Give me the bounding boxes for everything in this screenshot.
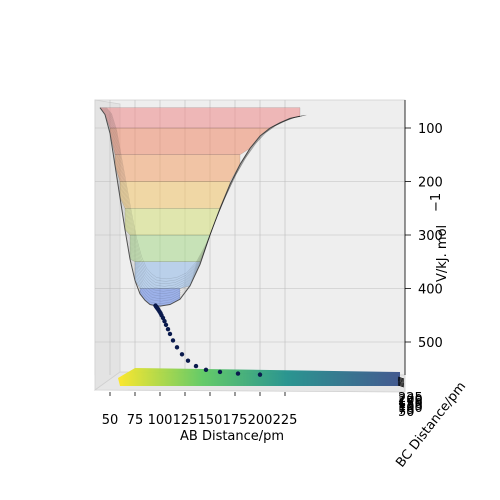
z-tick-label-2: 300: [418, 229, 443, 244]
surface-mesh-line-7: [104, 107, 305, 290]
z-tick-label-1: 200: [418, 176, 443, 191]
x-tick-label-3: 125: [173, 413, 198, 428]
y-tick-label-4: 150: [398, 397, 423, 412]
y-tick-mark-3: [397, 381, 405, 384]
z-ticks: 100 200 300 400 500: [405, 122, 443, 351]
y-tick-mark-4: [397, 380, 405, 383]
path-point-13: [170, 338, 176, 343]
surface-band-9: [99, 107, 301, 129]
y-tick-label-7: 225: [398, 391, 423, 406]
surface-mesh-line-3: [101, 107, 302, 299]
y-tick-mark-1: [397, 383, 405, 387]
surface-band-5: [124, 208, 221, 236]
x-axis-label: AB Distance/pm: [180, 429, 284, 444]
surface-mesh-line-5: [102, 107, 304, 295]
surface-mesh-line-10: [105, 107, 307, 282]
surface-mesh-line-9: [105, 107, 306, 285]
y-tick-mark-7: [397, 376, 405, 380]
surface-band-6: [119, 181, 231, 209]
y-tick-label-2: 100: [398, 401, 423, 416]
path-point-16: [185, 358, 191, 363]
surface-band-8: [109, 127, 271, 155]
x-tick-label-6: 200: [248, 413, 273, 428]
path-point-20: [235, 371, 241, 376]
surface-mesh-line-0: [99, 107, 301, 307]
y-tick-mark-0: [397, 384, 405, 388]
x-tick-label-4: 150: [198, 413, 223, 428]
z-tick-label-4: 500: [418, 336, 443, 351]
y-tick-label-0: 50: [398, 405, 415, 420]
x-tick-label-7: 225: [273, 413, 298, 428]
surface-mesh-line-6: [103, 107, 304, 292]
path-point-21: [257, 372, 263, 377]
surface-band-7: [114, 154, 241, 182]
path-point-14: [174, 345, 180, 350]
y-tick-label-5: 175: [398, 395, 423, 410]
surface-mesh-line-11: [106, 107, 307, 280]
z-tick-label-0: 100: [418, 122, 443, 137]
x-tick-label-5: 175: [223, 413, 248, 428]
x-tick-label-0: 50: [102, 413, 119, 428]
y-tick-mark-2: [397, 382, 405, 386]
path-point-11: [165, 326, 171, 332]
z-axis-label: V/kJ. mol: [435, 225, 450, 282]
surface-mesh-line-2: [100, 107, 302, 302]
path-point-9: [162, 318, 167, 324]
z-tick-label-3: 400: [418, 283, 443, 298]
z-axis-label-group: V/kJ. mol −1: [429, 193, 450, 282]
x-tick-label-2: 100: [148, 413, 173, 428]
surface-mesh-line-1: [100, 107, 301, 304]
z-axis-label-superscript: −1: [429, 193, 444, 212]
path-point-15: [179, 352, 185, 357]
y-tick-mark-6: [397, 377, 405, 381]
y-tick-label-3: 125: [398, 399, 423, 414]
reaction-path: [153, 303, 263, 377]
y-tick-label-6: 200: [398, 393, 423, 408]
x-ticks: 50 75 100 125 150 175 200 225: [102, 392, 298, 428]
y-tick-label-1: 75: [398, 403, 415, 418]
path-point-19: [217, 369, 223, 375]
floor-contour: [118, 368, 400, 386]
surface-front-edge: [99, 107, 301, 307]
path-point-10: [163, 322, 169, 328]
x-tick-label-1: 75: [127, 413, 144, 428]
surface-plot: [99, 107, 307, 307]
path-point-12: [167, 331, 173, 337]
surface-mesh-line-4: [102, 107, 303, 297]
floor-contour-fill: [118, 368, 400, 386]
surface-mesh-line-8: [104, 107, 305, 287]
path-point-18: [203, 367, 209, 373]
path-point-17: [193, 363, 199, 369]
y-tick-mark-5: [397, 378, 405, 382]
